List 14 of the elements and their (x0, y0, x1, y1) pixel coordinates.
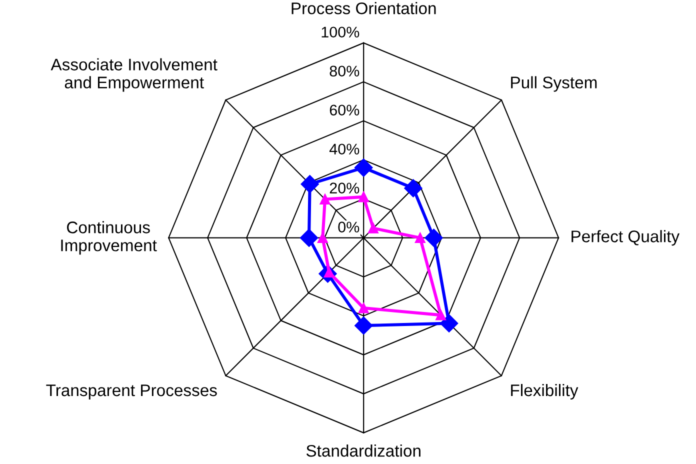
spoke-label: Standardization (306, 444, 420, 457)
spoke-label: Continuous Improvement (61, 221, 157, 255)
y-tick-label: 40% (329, 144, 360, 155)
spoke-label: Process Orientation (292, 2, 436, 14)
spoke-label: Transparent Processes (46, 384, 217, 400)
spoke-label: Perfect Quality (572, 230, 680, 246)
spoke-label: Flexibility (511, 384, 578, 400)
y-tick-label: 0% (338, 222, 360, 232)
spoke-label: Associate Involvement and Empowerment (50, 58, 218, 92)
y-tick-label: 100% (322, 26, 360, 38)
y-tick-label: 20% (330, 182, 360, 194)
y-tick-label: 60% (330, 104, 360, 116)
y-tick-label: 80% (330, 66, 360, 77)
spoke-label: Pull System (511, 76, 597, 92)
